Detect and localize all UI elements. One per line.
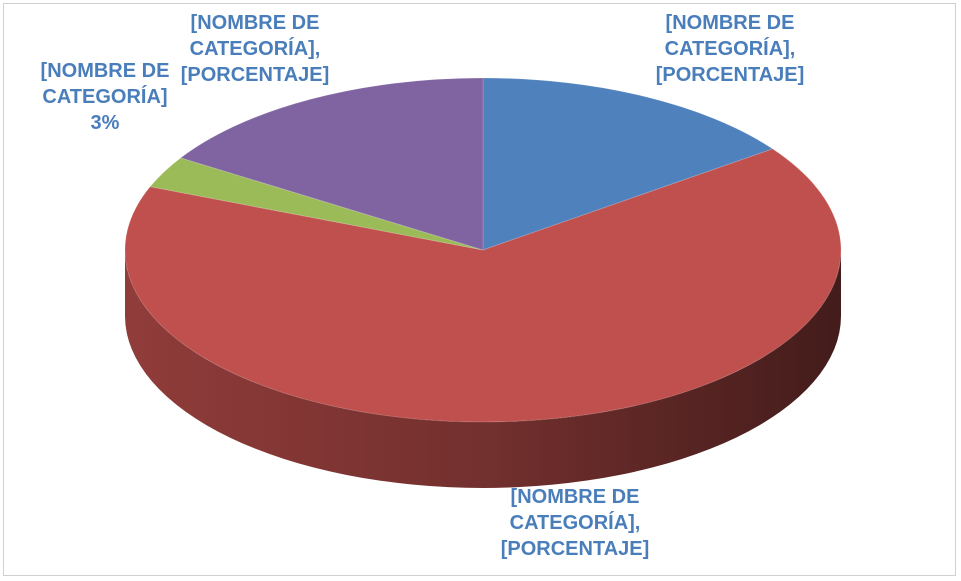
label-category: [NOMBRE DE CATEGORÍA], xyxy=(189,12,321,60)
chart-border xyxy=(3,3,956,576)
label-value: [PORCENTAJE] xyxy=(500,538,650,560)
data-label: [NOMBRE DE CATEGORÍA], [PORCENTAJE] xyxy=(490,484,660,562)
slice xyxy=(482,77,774,251)
data-label: [NOMBRE DE CATEGORÍA] 3% xyxy=(20,58,190,136)
slice xyxy=(149,157,484,251)
label-category: [NOMBRE DE CATEGORÍA], xyxy=(509,486,641,534)
label-value: [PORCENTAJE] xyxy=(655,64,805,86)
slice-side xyxy=(125,250,841,488)
label-category: [NOMBRE DE CATEGORÍA] xyxy=(40,60,170,108)
data-label: [NOMBRE DE CATEGORÍA], [PORCENTAJE] xyxy=(170,10,340,88)
label-value: 3% xyxy=(90,112,120,134)
slice xyxy=(124,148,842,423)
label-category: [NOMBRE DE CATEGORÍA], xyxy=(664,12,796,60)
slice xyxy=(179,77,484,251)
label-value: [PORCENTAJE] xyxy=(180,64,330,86)
data-label: [NOMBRE DE CATEGORÍA], [PORCENTAJE] xyxy=(645,10,815,88)
